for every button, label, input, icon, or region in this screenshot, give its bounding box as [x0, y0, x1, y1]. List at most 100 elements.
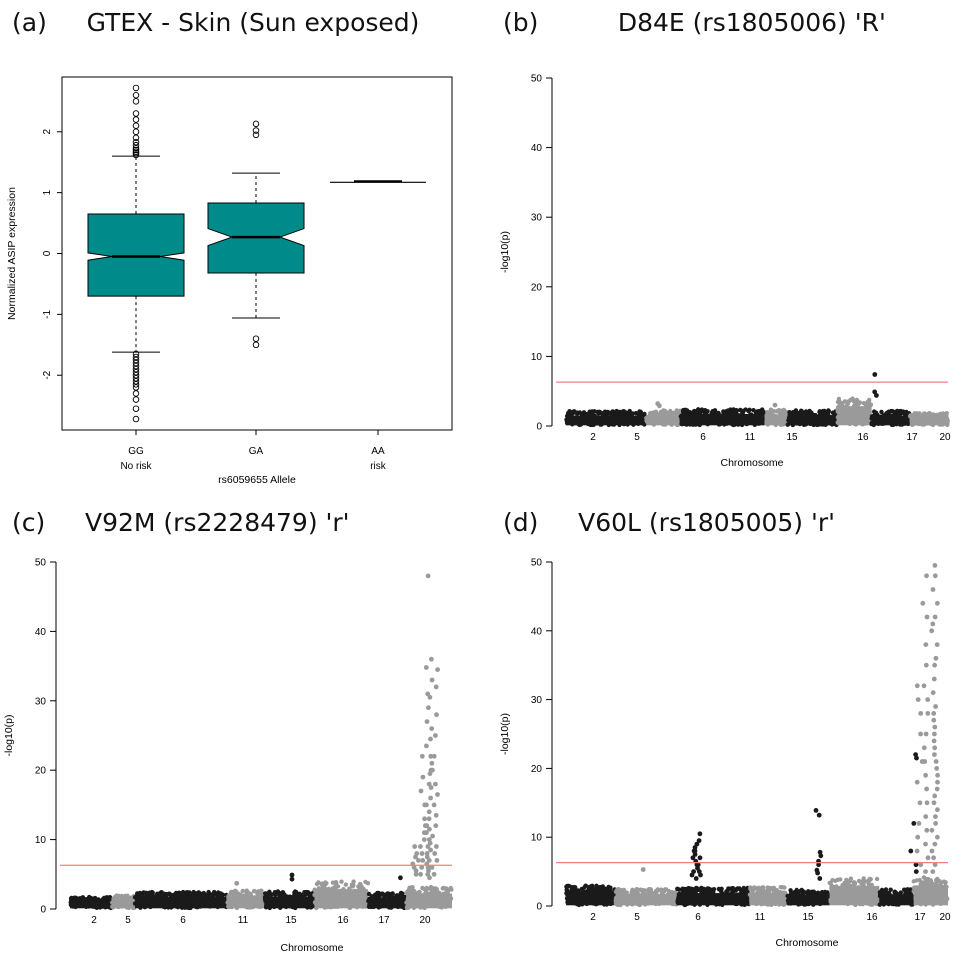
peak-point-d [924, 614, 930, 620]
panel-c-title: (c) V92M (rs2228479) 'r' [12, 508, 350, 537]
outlier-point-a [132, 365, 140, 373]
peak-point-d [932, 573, 938, 579]
snp-point-c [93, 896, 98, 901]
peak-point-d [696, 838, 702, 843]
peak-point-c [422, 816, 427, 822]
snp-point-d [846, 880, 851, 885]
outlier-point-a [132, 353, 140, 361]
snp-point-c [314, 881, 320, 887]
snp-point-b [887, 409, 892, 414]
chromosome-label-c: 2 [91, 915, 97, 926]
snp-point-d [598, 885, 603, 890]
peak-point-c [427, 875, 432, 881]
peak-point-c [434, 858, 440, 863]
snp-point-d [802, 890, 807, 895]
x-axis-label-c: Chromosome [280, 942, 343, 954]
snp-point-b [731, 407, 736, 412]
peak-point-c [413, 868, 419, 874]
outlier-point-a [132, 144, 140, 152]
outlier-point-a [132, 362, 140, 370]
snp-point-b [582, 412, 587, 417]
peak-point-d [930, 587, 936, 592]
peak-point-c [435, 667, 440, 672]
snp-point-b [850, 396, 855, 401]
snp-point-c [302, 890, 307, 895]
chromosome-label-d: 20 [939, 912, 951, 923]
snp-point-b [854, 397, 860, 403]
snp-point-c [448, 885, 453, 891]
snp-band-d [676, 893, 750, 906]
snp-point-b [575, 411, 580, 416]
peak-point-d [815, 870, 820, 876]
chromosome-label-d: 15 [802, 912, 814, 923]
y-tick-label-d: 40 [531, 626, 543, 637]
x-axis-label-a: rs6059655 Allele [218, 474, 296, 486]
peak-point-c [426, 705, 431, 711]
snp-band-d [913, 885, 948, 906]
peak-point-d [924, 827, 930, 833]
snp-point-d [893, 890, 899, 895]
snp-point-b [569, 411, 575, 417]
snp-point-d [888, 887, 893, 892]
outlier-point-a [132, 390, 140, 397]
snp-point-b [757, 408, 762, 414]
peak-point-d [816, 862, 821, 868]
snp-point-d [666, 888, 671, 894]
peak-point-d [931, 800, 937, 806]
snp-point-b [647, 411, 653, 416]
snp-point-d [716, 886, 721, 892]
y-tick-label-c: 20 [35, 766, 47, 777]
panel-b-heading: D84E (rs1805006) 'R' [617, 8, 886, 37]
peak-point-d [697, 831, 703, 837]
chromosome-label-d: 16 [866, 912, 878, 923]
peak-point-b [874, 393, 879, 398]
y-tick-label-c: 50 [35, 558, 47, 569]
snp-point-c [171, 892, 176, 898]
chromosome-label-d: 17 [914, 912, 926, 923]
peak-point-d [923, 642, 929, 647]
y-axis-label-b: -log10(p) [499, 231, 511, 273]
y-tick-label-c: 30 [35, 696, 47, 707]
panel-a-letter: (a) [12, 8, 47, 37]
peak-point-d [921, 745, 927, 751]
snp-point-c [390, 891, 395, 896]
snp-point-d [659, 890, 664, 895]
snp-point-b [913, 411, 919, 416]
peak-point-c [422, 802, 428, 808]
peak-point-c [434, 844, 439, 849]
panel-c-letter: (c) [12, 508, 46, 537]
snp-point-c [351, 883, 356, 888]
peak-point-d [913, 862, 919, 868]
peak-point-c [435, 792, 440, 797]
peak-point-d [935, 600, 940, 606]
y-axis-label-d: -log10(p) [499, 713, 511, 755]
snp-point-d [635, 887, 640, 892]
snp-band-c [134, 897, 227, 909]
snp-point-b [637, 409, 642, 414]
snp-point-d [848, 876, 854, 881]
snp-point-d [675, 886, 680, 892]
outlier-point-a [132, 134, 140, 142]
snp-point-c [196, 890, 202, 895]
peak-point-b [657, 403, 662, 409]
chromosome-label-d: 6 [695, 912, 701, 923]
outlier-point-a [132, 368, 140, 376]
snp-point-c [408, 887, 413, 892]
outlier-point-a [132, 116, 140, 123]
peak-point-c [426, 809, 432, 815]
snp-point-c [269, 892, 274, 897]
peak-point-d [924, 786, 929, 792]
snp-point-d [756, 885, 762, 891]
peak-point-c [429, 677, 435, 683]
snp-band-b [909, 417, 948, 426]
peak-point-d [697, 855, 703, 861]
snp-point-d [778, 885, 783, 890]
peak-point-d [931, 717, 937, 723]
peak-point-d [817, 876, 823, 881]
snp-point-c [275, 889, 281, 894]
snp-point-d [861, 876, 866, 881]
outlier-point-a [132, 146, 140, 154]
peak-point-d [917, 800, 923, 806]
peak-point-d [818, 853, 824, 859]
snp-point-c [440, 886, 445, 891]
